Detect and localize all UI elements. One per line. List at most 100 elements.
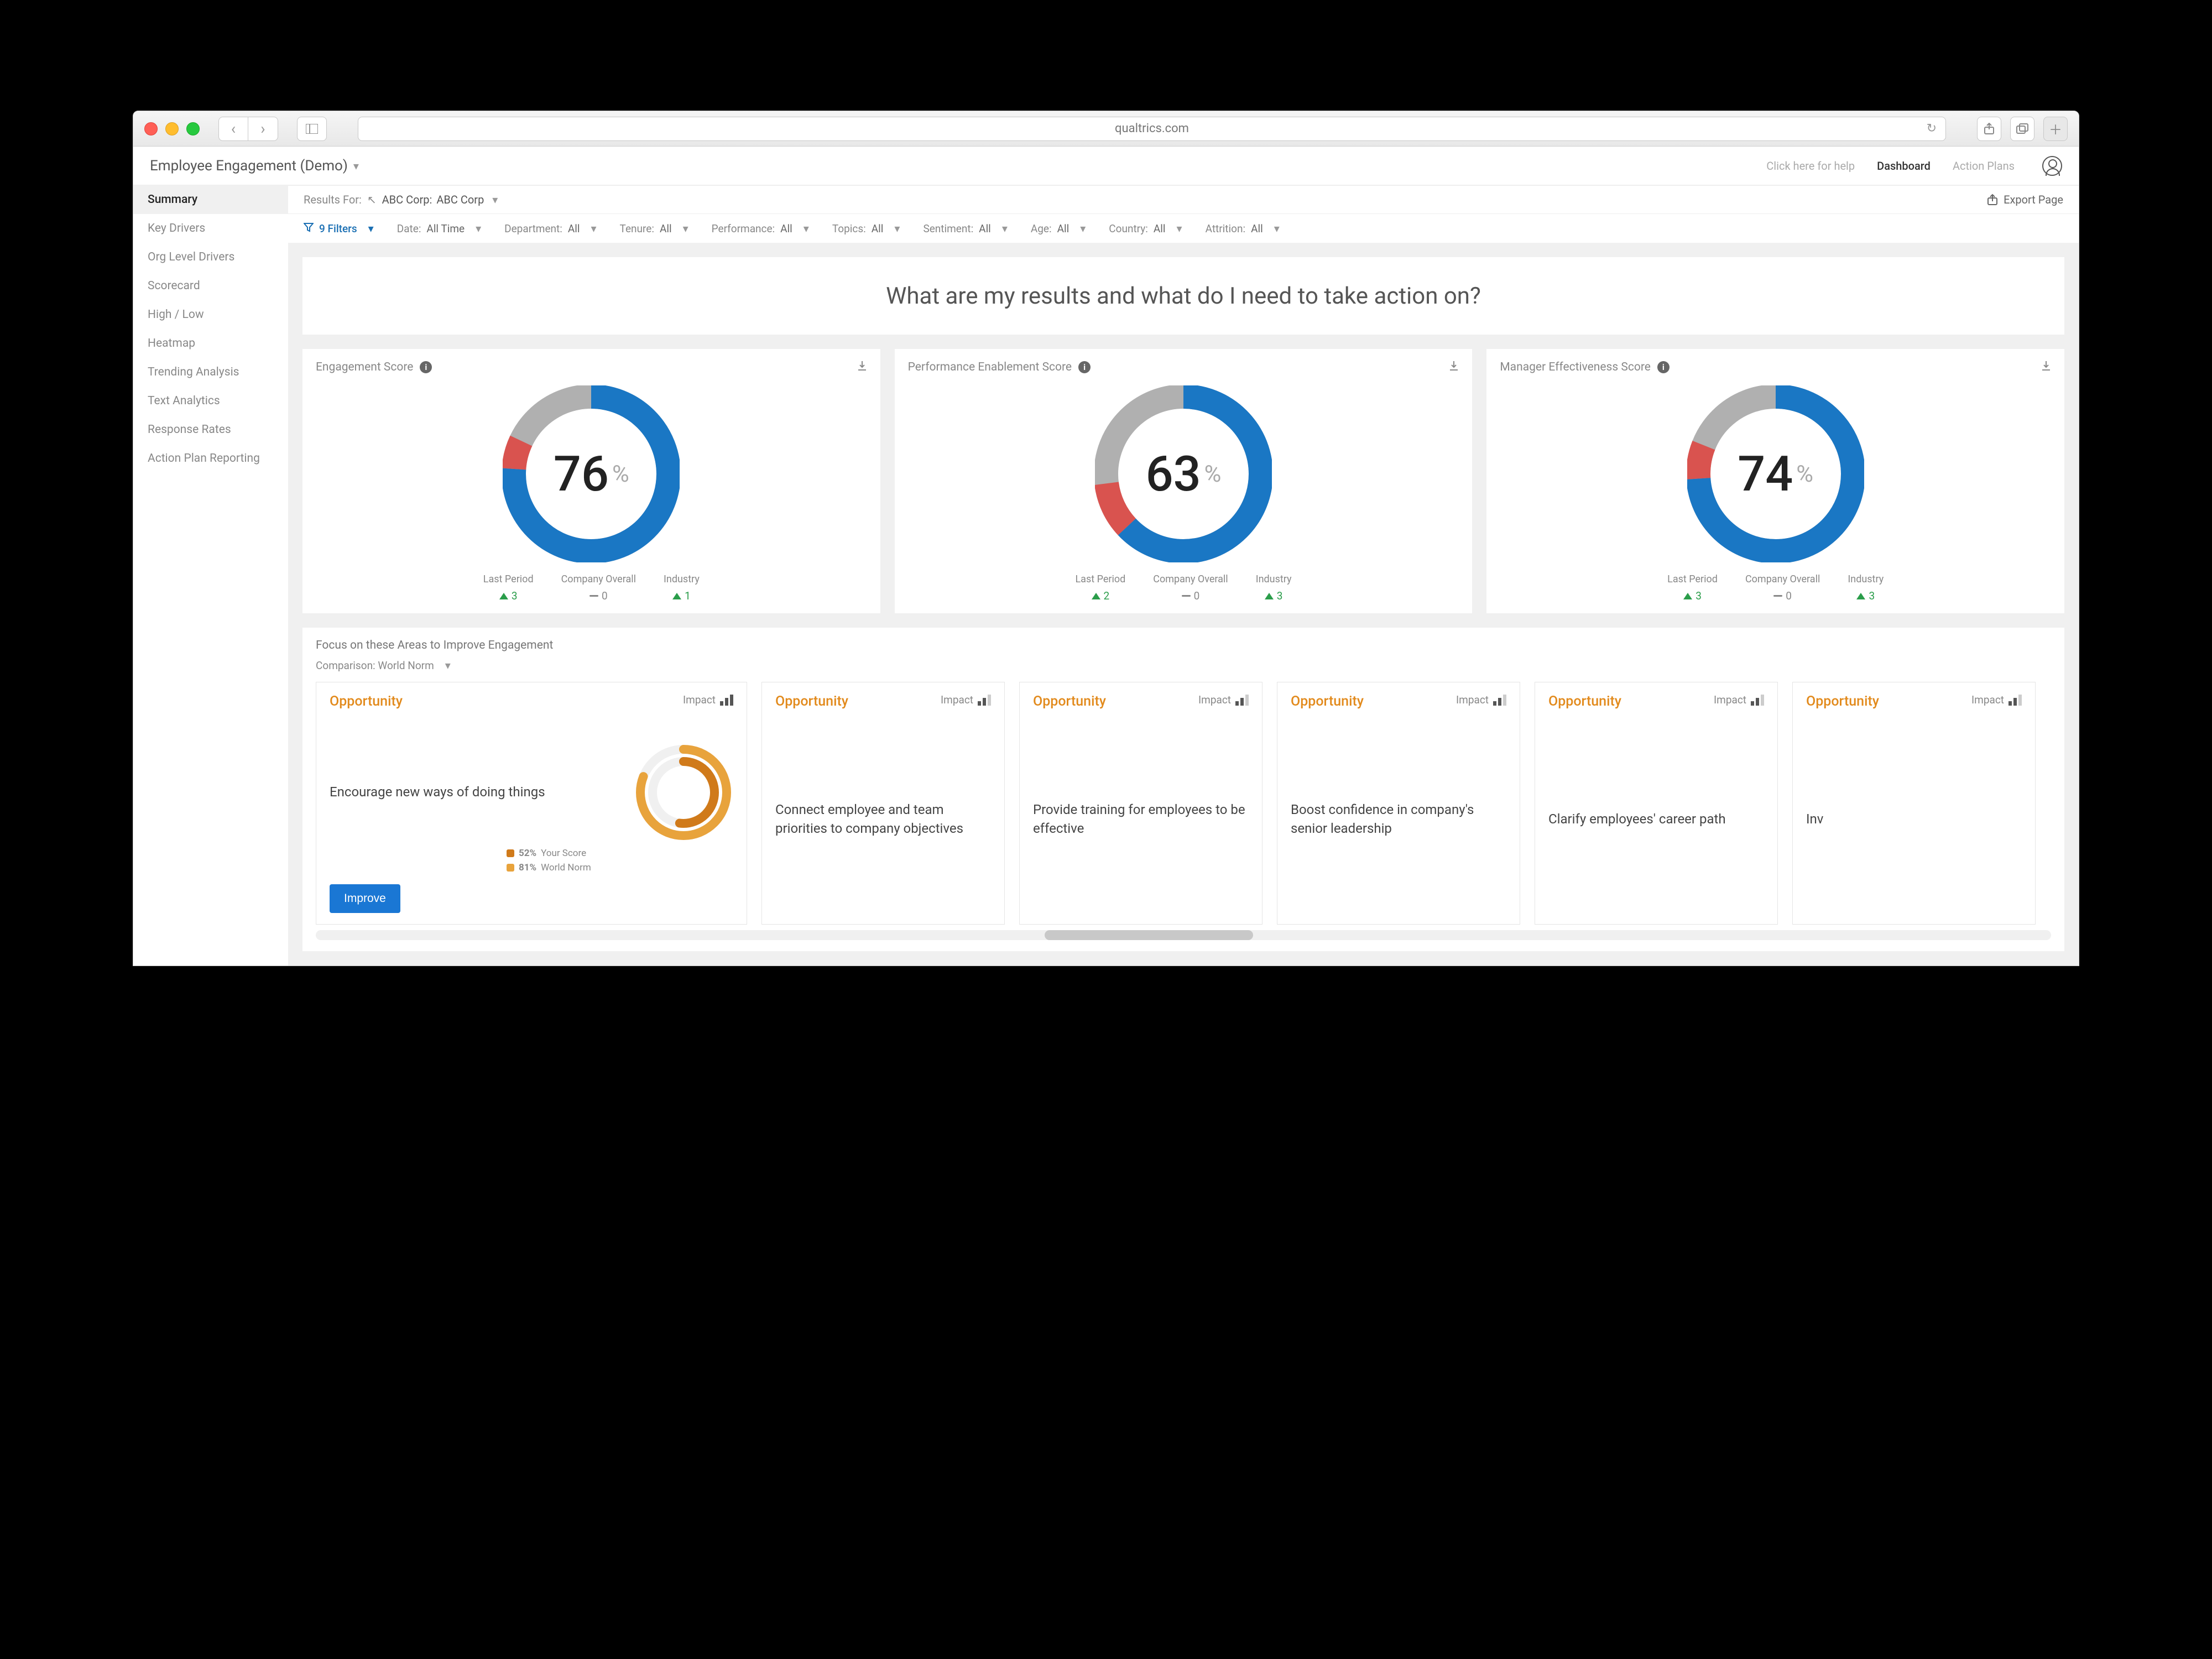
opportunity-label: Opportunity	[1291, 693, 1364, 709]
impact-label: Impact	[1198, 693, 1249, 706]
url-text: qualtrics.com	[1115, 122, 1189, 135]
impact-label: Impact	[1456, 693, 1506, 706]
impact-label: Impact	[683, 693, 733, 706]
filter-topics[interactable]: Topics: All ▾	[832, 222, 900, 235]
filters-count[interactable]: 9 Filters ▾	[304, 222, 374, 235]
download-icon[interactable]	[1449, 360, 1459, 374]
zoom-window-button[interactable]	[186, 122, 200, 135]
opportunity-legend: 52% Your Score81% World Norm	[507, 848, 733, 873]
impact-bars-icon	[1235, 695, 1249, 706]
sidebar-item-response-rates[interactable]: Response Rates	[133, 415, 288, 444]
sidebar-item-action-plan-reporting[interactable]: Action Plan Reporting	[133, 444, 288, 473]
opportunity-donut	[634, 743, 733, 842]
download-icon[interactable]	[2041, 360, 2051, 374]
info-icon[interactable]: i	[1657, 361, 1670, 373]
sidebar-item-org-level-drivers[interactable]: Org Level Drivers	[133, 243, 288, 272]
impact-bars-icon	[720, 695, 733, 706]
opportunity-scrollbar[interactable]	[316, 930, 2051, 940]
nav-dashboard[interactable]: Dashboard	[1877, 159, 1931, 173]
project-dropdown-icon[interactable]: ▾	[353, 159, 359, 173]
score-title: Performance Enablement Score	[908, 361, 1072, 374]
filter-attrition[interactable]: Attrition: All ▾	[1206, 222, 1280, 235]
results-for-label: Results For:	[304, 193, 362, 206]
impact-bars-icon	[1493, 695, 1506, 706]
opportunity-label: Opportunity	[1548, 693, 1621, 709]
opportunity-label: Opportunity	[1806, 693, 1879, 709]
comparison-dropdown[interactable]: Comparison: World Norm▾	[316, 659, 451, 672]
filter-sentiment[interactable]: Sentiment: All ▾	[923, 222, 1007, 235]
filter-performance[interactable]: Performance: All ▾	[712, 222, 809, 235]
opportunity-card[interactable]: OpportunityImpact Inv	[1792, 682, 2036, 925]
close-window-button[interactable]	[144, 122, 158, 135]
opportunity-card[interactable]: Opportunity Impact Provide training for e…	[1019, 682, 1262, 925]
sidebar-item-summary[interactable]: Summary	[133, 185, 288, 214]
sidebar-item-scorecard[interactable]: Scorecard	[133, 272, 288, 300]
org-value[interactable]: ABC Corp ▾	[436, 193, 498, 206]
opportunity-text: Provide training for employees to be eff…	[1033, 801, 1249, 838]
opportunity-text: Boost confidence in company's senior lea…	[1291, 801, 1506, 838]
new-tab-button[interactable]: ＋	[2043, 117, 2068, 141]
help-link[interactable]: Click here for help	[1766, 159, 1855, 173]
sidebar-item-text-analytics[interactable]: Text Analytics	[133, 387, 288, 415]
tabs-button[interactable]	[2010, 117, 2034, 141]
profile-avatar-icon[interactable]	[2042, 156, 2062, 176]
export-page-button[interactable]: Export Page	[1987, 193, 2063, 206]
app-header: Employee Engagement (Demo) ▾ Click here …	[133, 147, 2079, 185]
download-icon[interactable]	[857, 360, 867, 374]
minimize-window-button[interactable]	[165, 122, 179, 135]
score-title: Engagement Score	[316, 361, 413, 374]
impact-label: Impact	[941, 693, 991, 706]
reload-icon[interactable]: ↻	[1927, 122, 1937, 135]
org-label: ABC Corp:	[382, 193, 432, 206]
browser-titlebar: ‹ › qualtrics.com ↻ ＋	[133, 111, 2079, 147]
info-icon[interactable]: i	[1078, 361, 1091, 373]
sidebar-item-heatmap[interactable]: Heatmap	[133, 329, 288, 358]
funnel-icon	[304, 222, 314, 235]
filter-age[interactable]: Age: All ▾	[1031, 222, 1086, 235]
opportunity-label: Opportunity	[330, 693, 403, 709]
traffic-lights	[144, 122, 200, 135]
browser-window: ‹ › qualtrics.com ↻ ＋ Employee Engagemen…	[133, 111, 2079, 966]
project-title[interactable]: Employee Engagement (Demo)	[150, 158, 348, 174]
impact-bars-icon	[978, 695, 991, 706]
filter-date[interactable]: Date: All Time ▾	[397, 222, 481, 235]
improve-button[interactable]: Improve	[330, 884, 400, 913]
sidebar-item-trending-analysis[interactable]: Trending Analysis	[133, 358, 288, 387]
share-button[interactable]	[1977, 117, 2001, 141]
back-button[interactable]: ‹	[218, 117, 248, 141]
sidebar: SummaryKey DriversOrg Level DriversScore…	[133, 185, 288, 966]
filter-department[interactable]: Department: All ▾	[504, 222, 596, 235]
nav-action-plans[interactable]: Action Plans	[1953, 159, 2015, 173]
score-donut: 63%	[1095, 385, 1272, 562]
url-bar[interactable]: qualtrics.com ↻	[358, 117, 1946, 141]
score-title: Manager Effectiveness Score	[1500, 361, 1651, 374]
opportunity-card[interactable]: Opportunity Impact Clarify employees' car…	[1535, 682, 1778, 925]
opportunity-label: Opportunity	[1033, 693, 1106, 709]
score-card-manager-effectiveness-score: Manager Effectiveness Scorei74%Last Peri…	[1486, 349, 2064, 613]
focus-panel: Focus on these Areas to Improve Engageme…	[302, 628, 2064, 951]
results-for-bar: Results For: ↖ ABC Corp: ABC Corp ▾ Expo…	[288, 185, 2079, 214]
score-donut: 76%	[503, 385, 680, 562]
score-cards-row: Engagement Score i 76% Last Period3Company …	[302, 349, 2064, 613]
filter-tenure[interactable]: Tenure: All ▾	[620, 222, 688, 235]
score-compare: Last Period3Company Overall0Industry1	[316, 568, 867, 602]
opportunity-text: Encourage new ways of doing things	[330, 783, 620, 802]
forward-button[interactable]: ›	[248, 117, 278, 141]
opportunity-card[interactable]: Opportunity Impact Encourage new ways of …	[316, 682, 747, 925]
impact-label: Impact	[1714, 693, 1764, 706]
opportunity-text: Clarify employees' career path	[1548, 810, 1764, 829]
sidebar-toggle-button[interactable]	[297, 117, 327, 141]
impact-bars-icon	[1751, 695, 1764, 706]
sidebar-item-high-low[interactable]: High / Low	[133, 300, 288, 329]
score-card-engagement-score: Engagement Score i 76% Last Period3Company …	[302, 349, 880, 613]
headline-banner: What are my results and what do I need t…	[302, 257, 2064, 335]
info-icon[interactable]: i	[420, 361, 432, 373]
sidebar-item-key-drivers[interactable]: Key Drivers	[133, 214, 288, 243]
score-card-performance-enablement-score: Performance Enablement Score i 63% Last Per…	[895, 349, 1473, 613]
opportunity-card[interactable]: Opportunity Impact Boost confidence in co…	[1277, 682, 1520, 925]
impact-label: Impact	[1971, 693, 2022, 706]
filter-bar: 9 Filters ▾ Date: All Time ▾ Department: …	[288, 214, 2079, 243]
filter-country[interactable]: Country: All ▾	[1109, 222, 1182, 235]
opportunity-card[interactable]: OpportunityImpact Connect employee and t…	[761, 682, 1005, 925]
score-compare: Last Period2Company Overall0Industry3	[908, 568, 1459, 602]
